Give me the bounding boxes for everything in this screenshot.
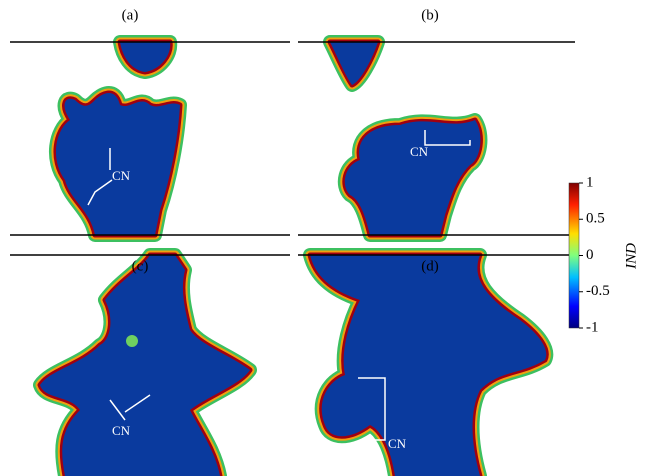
- spot: [126, 335, 138, 347]
- phase-field: [40, 42, 546, 476]
- panel-label: (b): [421, 7, 439, 23]
- colorbar-tick-label: 0: [586, 247, 594, 263]
- colorbar-tick-label: -0.5: [586, 283, 610, 299]
- colorbar: [569, 183, 579, 328]
- annotation: CN: [112, 423, 131, 438]
- annotation: CN: [112, 168, 131, 183]
- panel-label: (d): [421, 258, 439, 274]
- annotation: CN: [388, 436, 407, 451]
- panel-label: (a): [122, 7, 139, 23]
- colorbar-tick-label: 1: [586, 174, 594, 190]
- figure: (a) (b) (c) (d) CN CN CN CN IND 1 0.5 0 -0.…: [0, 0, 657, 476]
- annotation: CN: [410, 144, 429, 159]
- colorbar-tick-label: 0.5: [586, 211, 605, 227]
- solid: [40, 255, 250, 476]
- solid: [345, 120, 481, 235]
- colorbar-tick-label: -1: [586, 319, 599, 335]
- colorbar-label: IND: [623, 243, 639, 270]
- panel-label: (c): [132, 258, 149, 274]
